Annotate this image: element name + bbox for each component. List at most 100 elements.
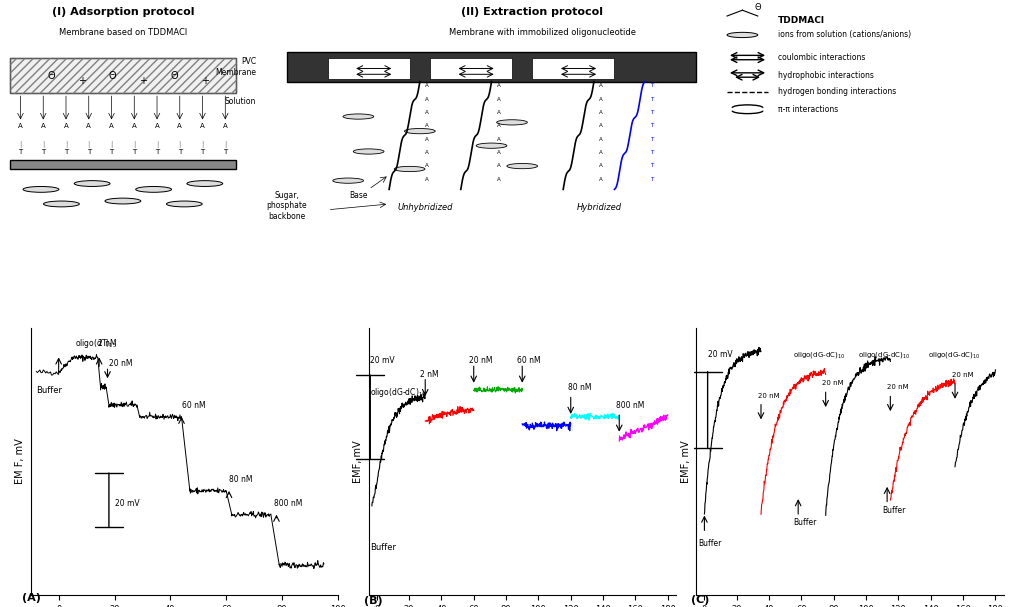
Text: T: T bbox=[650, 137, 653, 141]
Text: 20 nM: 20 nM bbox=[109, 359, 132, 368]
Text: 60 nM: 60 nM bbox=[517, 356, 541, 365]
Ellipse shape bbox=[394, 166, 425, 172]
Text: Buffer: Buffer bbox=[794, 518, 817, 527]
Text: A: A bbox=[425, 137, 429, 141]
Text: coulombic interactions: coulombic interactions bbox=[778, 53, 865, 62]
Text: A: A bbox=[86, 123, 91, 129]
Text: T: T bbox=[650, 163, 653, 168]
Text: T: T bbox=[650, 177, 653, 181]
Text: 800 nM: 800 nM bbox=[616, 401, 644, 410]
Text: +: + bbox=[139, 76, 147, 86]
Text: A: A bbox=[497, 150, 501, 155]
Text: T: T bbox=[650, 123, 653, 128]
Text: 800 nM: 800 nM bbox=[273, 499, 302, 508]
Ellipse shape bbox=[104, 198, 140, 204]
Y-axis label: EM F, mV: EM F, mV bbox=[15, 438, 26, 484]
Text: T: T bbox=[650, 110, 653, 115]
Text: A: A bbox=[223, 123, 227, 129]
Text: 20 mV: 20 mV bbox=[371, 356, 395, 365]
Text: 20 nM: 20 nM bbox=[951, 372, 974, 378]
Y-axis label: EMF, mV: EMF, mV bbox=[681, 440, 691, 483]
Text: A: A bbox=[599, 123, 603, 128]
Text: |: | bbox=[42, 141, 44, 148]
Text: hydrogen bonding interactions: hydrogen bonding interactions bbox=[778, 87, 896, 97]
Text: Θ: Θ bbox=[755, 3, 761, 12]
Text: A: A bbox=[497, 110, 501, 115]
FancyBboxPatch shape bbox=[10, 160, 236, 169]
Text: A: A bbox=[132, 123, 136, 129]
Text: oligo(dG-dC)$_{10}$: oligo(dG-dC)$_{10}$ bbox=[928, 350, 980, 360]
Text: hydrophobic interactions: hydrophobic interactions bbox=[778, 70, 874, 80]
Text: A: A bbox=[425, 150, 429, 155]
Ellipse shape bbox=[343, 114, 374, 119]
Text: oligo(dT)$_{15}$: oligo(dT)$_{15}$ bbox=[76, 337, 118, 350]
Text: T: T bbox=[110, 149, 114, 155]
Text: (I) Adsorption protocol: (I) Adsorption protocol bbox=[51, 7, 195, 16]
Text: 20 mV: 20 mV bbox=[708, 350, 732, 359]
Text: A: A bbox=[110, 123, 114, 129]
Text: (II) Extraction protocol: (II) Extraction protocol bbox=[462, 7, 603, 16]
Text: 20 mV: 20 mV bbox=[115, 499, 139, 508]
Text: Θ: Θ bbox=[109, 70, 117, 81]
Ellipse shape bbox=[75, 181, 111, 186]
Text: |: | bbox=[88, 141, 90, 148]
Text: A: A bbox=[599, 83, 603, 89]
Text: |: | bbox=[65, 141, 68, 148]
Text: Unhybridized: Unhybridized bbox=[397, 203, 453, 212]
Text: |: | bbox=[19, 141, 22, 148]
Text: A: A bbox=[599, 163, 603, 168]
Ellipse shape bbox=[727, 32, 758, 38]
Text: T: T bbox=[177, 149, 182, 155]
FancyBboxPatch shape bbox=[10, 58, 236, 93]
Y-axis label: EMF, mV: EMF, mV bbox=[353, 440, 364, 483]
FancyBboxPatch shape bbox=[430, 58, 512, 79]
Text: A: A bbox=[155, 123, 160, 129]
Text: A: A bbox=[200, 123, 205, 129]
Text: 60 nM: 60 nM bbox=[181, 401, 205, 410]
Ellipse shape bbox=[167, 201, 203, 207]
Text: Base: Base bbox=[349, 191, 368, 200]
Text: 2 nM: 2 nM bbox=[421, 370, 439, 379]
Text: oligo(dG-dC)$_{10}$: oligo(dG-dC)$_{10}$ bbox=[794, 350, 846, 360]
Text: T: T bbox=[155, 149, 159, 155]
Text: Hybridized: Hybridized bbox=[577, 203, 622, 212]
Text: A: A bbox=[599, 150, 603, 155]
Text: Buffer: Buffer bbox=[883, 506, 905, 515]
Text: A: A bbox=[599, 97, 603, 102]
Text: Θ: Θ bbox=[170, 70, 178, 81]
Text: |: | bbox=[224, 141, 226, 148]
Text: oligo(dG-dC)$_{10}$: oligo(dG-dC)$_{10}$ bbox=[858, 350, 910, 360]
Text: T: T bbox=[650, 150, 653, 155]
Ellipse shape bbox=[353, 149, 384, 154]
Ellipse shape bbox=[24, 186, 59, 192]
Text: Θ: Θ bbox=[47, 70, 55, 81]
Text: Sugar,
phosphate
backbone: Sugar, phosphate backbone bbox=[266, 191, 307, 220]
FancyBboxPatch shape bbox=[287, 52, 696, 81]
Text: T: T bbox=[201, 149, 205, 155]
Text: A: A bbox=[63, 123, 69, 129]
Text: T: T bbox=[18, 149, 23, 155]
Text: |: | bbox=[156, 141, 158, 148]
Text: Membrane based on TDDMACl: Membrane based on TDDMACl bbox=[58, 28, 187, 37]
Text: 20 nM: 20 nM bbox=[887, 384, 908, 390]
Text: |: | bbox=[111, 141, 113, 148]
Text: A: A bbox=[41, 123, 46, 129]
Ellipse shape bbox=[333, 178, 364, 183]
Text: A: A bbox=[497, 137, 501, 141]
Text: |: | bbox=[133, 141, 135, 148]
Text: A: A bbox=[18, 123, 23, 129]
Text: A: A bbox=[497, 163, 501, 168]
Text: A: A bbox=[599, 177, 603, 181]
Text: Membrane with immobilized oligonucleotide: Membrane with immobilized oligonucleotid… bbox=[450, 28, 636, 37]
Text: PVC
Membrane: PVC Membrane bbox=[215, 57, 256, 76]
Text: A: A bbox=[497, 83, 501, 89]
FancyBboxPatch shape bbox=[532, 58, 614, 79]
Text: T: T bbox=[650, 97, 653, 102]
Text: T: T bbox=[223, 149, 227, 155]
Ellipse shape bbox=[186, 181, 223, 186]
Text: ions from solution (cations/anions): ions from solution (cations/anions) bbox=[778, 30, 911, 39]
Text: (C): (C) bbox=[691, 595, 710, 605]
Text: T: T bbox=[63, 149, 69, 155]
Text: T: T bbox=[41, 149, 45, 155]
Text: A: A bbox=[425, 97, 429, 102]
